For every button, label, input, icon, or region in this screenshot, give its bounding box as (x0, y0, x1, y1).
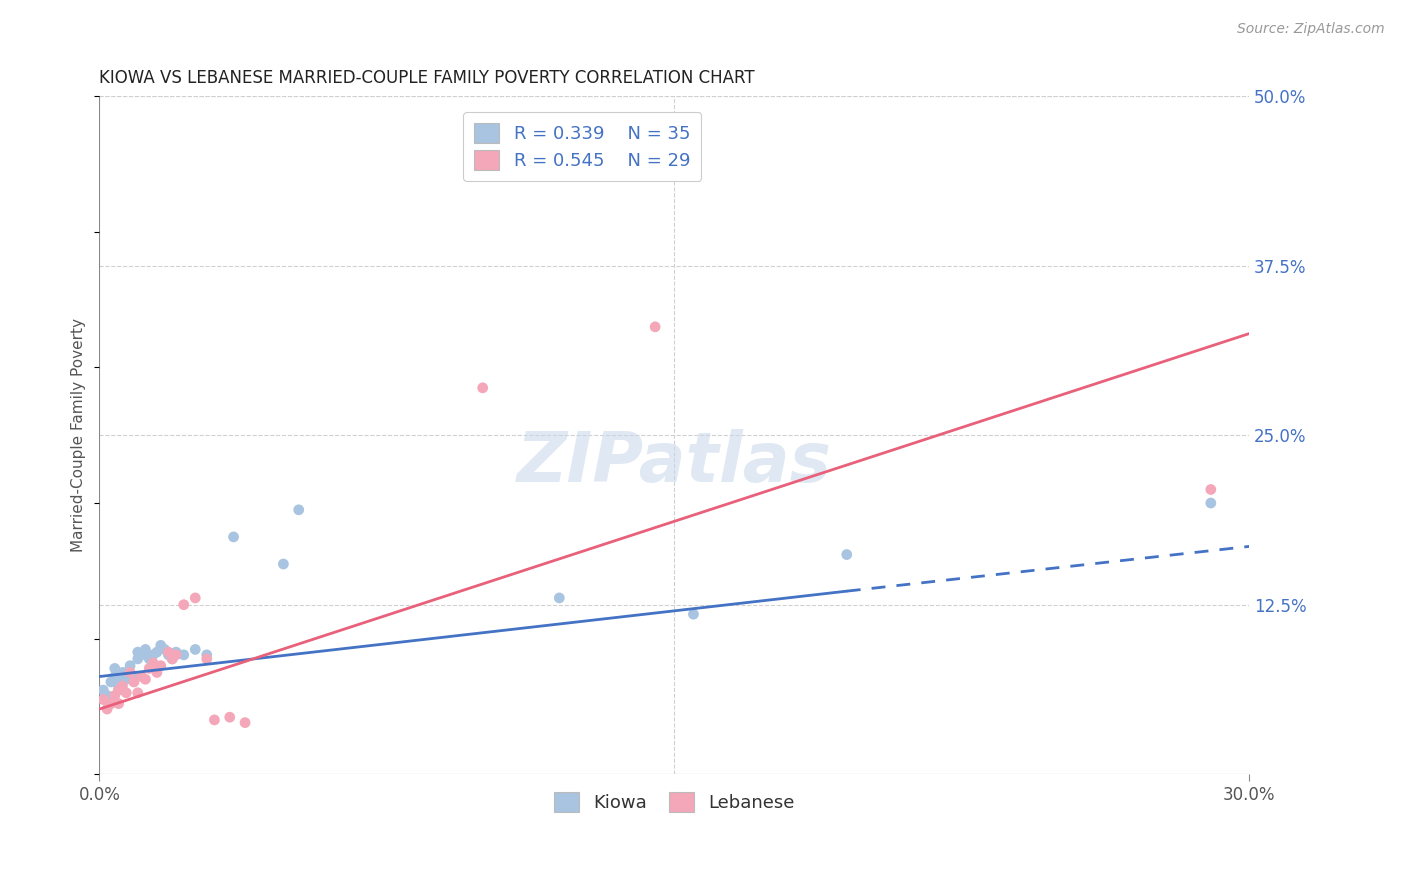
Point (120, 665, 142, 680)
Point (142, 648, 165, 662)
Point (287, 503, 309, 517)
Point (100, 697, 122, 711)
Point (195, 648, 218, 662)
Point (111, 679, 134, 693)
Y-axis label: Married-Couple Family Poverty: Married-Couple Family Poverty (72, 318, 86, 552)
Point (471, 381, 494, 395)
Point (548, 591, 571, 605)
Point (162, 652, 184, 666)
Point (273, 557, 295, 571)
Point (184, 591, 207, 605)
Point (162, 652, 184, 666)
Point (682, 607, 704, 622)
Point (91, 683, 114, 698)
Point (157, 645, 180, 659)
Point (138, 652, 160, 666)
Point (146, 665, 169, 680)
Point (149, 638, 172, 652)
Point (127, 686, 149, 700)
Point (165, 648, 187, 662)
Point (131, 648, 153, 662)
Point (157, 648, 180, 662)
Point (173, 598, 195, 612)
Point (107, 697, 129, 711)
Point (104, 689, 127, 703)
Point (142, 656, 165, 670)
Point (1199, 496, 1222, 510)
Point (138, 661, 160, 675)
Point (835, 548, 858, 562)
Point (120, 658, 142, 673)
Point (1199, 483, 1222, 497)
Text: ZIPatlas: ZIPatlas (517, 429, 832, 496)
Point (644, 319, 666, 334)
Point (131, 669, 153, 683)
Legend: Kiowa, Lebanese: Kiowa, Lebanese (543, 781, 806, 822)
Point (104, 669, 127, 683)
Point (100, 675, 122, 690)
Point (91, 692, 114, 706)
Point (173, 648, 195, 662)
Point (122, 675, 145, 690)
Point (127, 652, 149, 666)
Point (107, 683, 129, 698)
Point (195, 652, 218, 666)
Point (104, 661, 127, 675)
Point (122, 669, 145, 683)
Point (233, 715, 256, 730)
Text: KIOWA VS LEBANESE MARRIED-COUPLE FAMILY POVERTY CORRELATION CHART: KIOWA VS LEBANESE MARRIED-COUPLE FAMILY … (100, 69, 755, 87)
Point (111, 675, 134, 690)
Point (165, 645, 187, 659)
Point (146, 645, 169, 659)
Point (96, 702, 118, 716)
Point (127, 645, 149, 659)
Point (222, 530, 245, 544)
Point (96, 689, 118, 703)
Text: Source: ZipAtlas.com: Source: ZipAtlas.com (1237, 22, 1385, 37)
Point (134, 672, 156, 686)
Point (218, 710, 240, 724)
Point (115, 665, 138, 680)
Point (107, 683, 129, 698)
Point (149, 658, 172, 673)
Point (115, 686, 138, 700)
Point (153, 642, 176, 657)
Point (202, 713, 225, 727)
Point (111, 665, 134, 680)
Point (115, 672, 138, 686)
Point (134, 642, 156, 657)
Point (184, 642, 207, 657)
Point (107, 679, 129, 693)
